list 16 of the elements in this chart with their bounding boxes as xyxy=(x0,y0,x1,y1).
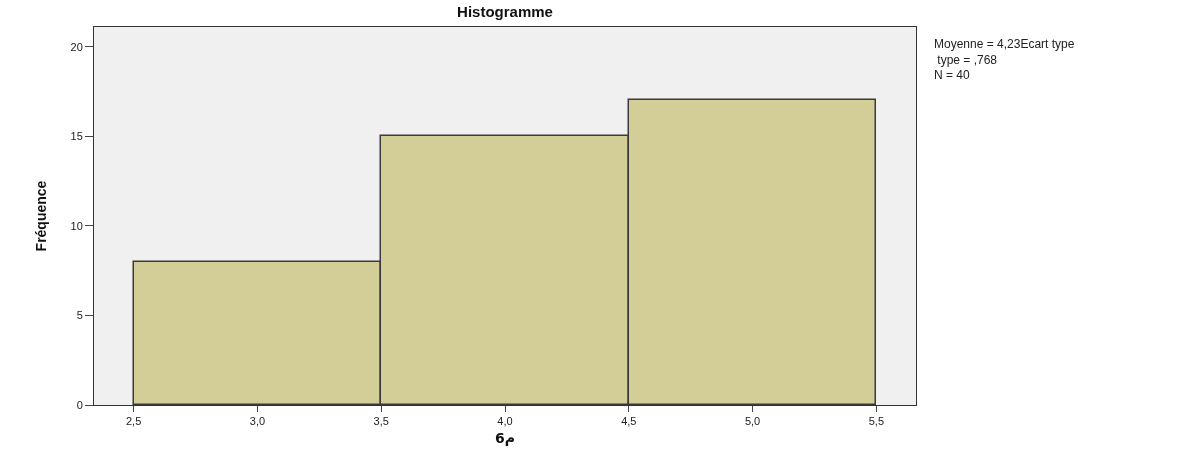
chart-title: Histogramme xyxy=(457,3,553,21)
text: Moyenne = 4,23Ecart type type = ,768 N = 40 xyxy=(934,37,1075,83)
y-tick-label: 15 xyxy=(70,130,83,143)
x-tick-label: 2,5 xyxy=(125,415,142,428)
x-tick-label: 3,0 xyxy=(249,415,266,428)
y-tick-label: 5 xyxy=(76,309,83,322)
x-axis-title: م6 xyxy=(494,429,516,446)
x-tick-label: 4,5 xyxy=(621,415,637,428)
y-tick-label: 20 xyxy=(70,40,83,53)
x-tick-label: 3,5 xyxy=(373,415,389,428)
x-tick-label: 5,5 xyxy=(868,415,885,428)
x-tick-label: 4,0 xyxy=(497,415,513,428)
y-axis-title: Fréquence xyxy=(33,180,50,252)
y-tick-label: 10 xyxy=(70,219,83,232)
y-tick-label: 0 xyxy=(76,398,83,411)
x-tick-label: 5,0 xyxy=(744,415,761,428)
